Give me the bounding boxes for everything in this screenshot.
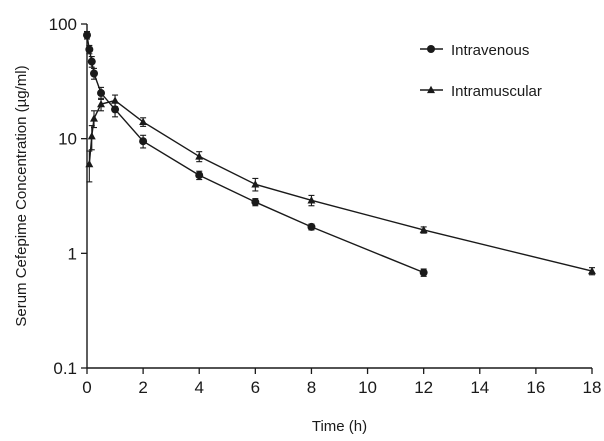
data-point-0-10 — [419, 268, 428, 277]
data-point-1-0 — [85, 159, 94, 168]
x-tick-label-8: 16 — [526, 378, 545, 397]
axes — [86, 24, 592, 369]
data-point-1-7 — [251, 180, 260, 188]
x-tick-label-7: 14 — [470, 378, 489, 397]
y-axis-title: Serum Cefepime Concentration (µg/ml) — [13, 65, 30, 326]
x-axis-title: Time (h) — [312, 418, 367, 435]
data-point-0-5 — [111, 105, 120, 114]
series-intramuscular — [85, 94, 596, 276]
legend-marker-intravenous — [427, 45, 435, 53]
x-tick-label-2: 4 — [194, 378, 203, 397]
x-tick-label-0: 0 — [82, 378, 91, 397]
legend-item-intramuscular: Intramuscular — [420, 83, 542, 100]
x-tick-label-4: 8 — [307, 378, 316, 397]
legend: Intravenous Intramuscular — [420, 42, 542, 100]
ticks: 0 2 4 6 8 10 12 14 16 18 0.1 1 10 100 — [49, 15, 602, 397]
x-tick-label-9: 18 — [583, 378, 602, 397]
data-point-1-6 — [195, 152, 204, 160]
legend-label-intramuscular: Intramuscular — [451, 83, 542, 100]
data-point-1-3 — [97, 99, 106, 108]
x-tick-label-6: 12 — [414, 378, 433, 397]
data-point-0-6 — [139, 137, 148, 146]
data-point-0-7 — [195, 171, 204, 180]
data-point-1-9 — [419, 225, 428, 234]
y-tick-label-1: 1 — [68, 244, 77, 263]
x-tick-label-1: 2 — [138, 378, 147, 397]
y-tick-label-0: 0.1 — [53, 359, 77, 378]
data-point-1-8 — [307, 196, 316, 204]
data-point-0-2 — [87, 57, 96, 66]
data-point-0-3 — [90, 69, 99, 78]
data-point-1-1 — [87, 132, 96, 140]
legend-marker-intramuscular — [427, 85, 435, 94]
series-line-intramuscular — [88, 99, 593, 272]
data-point-1-2 — [90, 114, 99, 122]
x-tick-label-5: 10 — [358, 378, 377, 397]
y-tick-label-2: 10 — [58, 130, 77, 149]
legend-label-intravenous: Intravenous — [451, 42, 529, 59]
series-layer — [83, 30, 596, 277]
legend-item-intravenous: Intravenous — [420, 42, 529, 59]
series-intravenous — [83, 30, 428, 277]
series-line-intravenous — [86, 35, 424, 274]
data-point-0-9 — [307, 222, 316, 231]
x-tick-label-3: 6 — [251, 378, 260, 397]
y-tick-label-3: 100 — [49, 15, 77, 34]
data-point-1-10 — [588, 266, 596, 275]
data-point-0-1 — [85, 45, 94, 54]
data-point-1-5 — [139, 117, 148, 126]
data-point-1-4 — [111, 96, 120, 104]
data-point-0-8 — [251, 198, 260, 207]
data-point-0-0 — [83, 31, 91, 40]
data-point-0-4 — [97, 89, 106, 98]
